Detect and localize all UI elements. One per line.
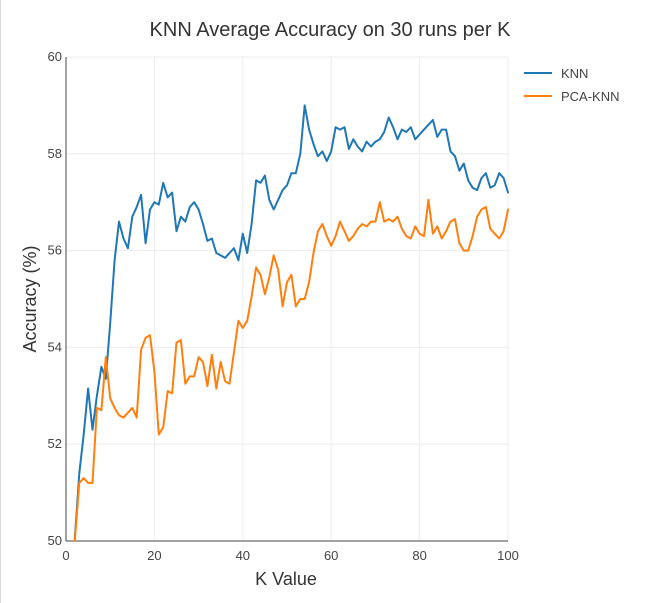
x-tick-label: 100 — [497, 548, 519, 563]
legend-label-knn[interactable]: KNN — [561, 66, 588, 81]
series-line-knn — [73, 104, 509, 540]
y-tick-label: 50 — [48, 533, 62, 548]
y-axis-label: Accuracy (%) — [20, 245, 40, 352]
series-lines — [73, 104, 509, 542]
x-tick-label: 20 — [147, 548, 161, 563]
x-tick-label: 80 — [412, 548, 426, 563]
y-tick-label: 58 — [48, 146, 62, 161]
x-axis-label: K Value — [255, 569, 317, 589]
x-tick-label: 40 — [236, 548, 250, 563]
axes — [65, 57, 508, 542]
grid — [66, 56, 509, 541]
y-tick-label: 54 — [48, 339, 62, 354]
y-tick-label: 60 — [48, 49, 62, 64]
frame-left-edge — [0, 0, 1, 603]
series-line-pca-knn — [73, 198, 509, 542]
x-tick-label: 60 — [324, 548, 338, 563]
tick-labels: 0 20 40 60 80 100 50 52 54 56 58 60 — [48, 49, 519, 563]
y-tick-label: 52 — [48, 436, 62, 451]
legend-label-pca-knn[interactable]: PCA-KNN — [561, 89, 620, 104]
y-tick-label: 56 — [48, 243, 62, 258]
legend[interactable]: KNN PCA-KNN — [524, 66, 620, 104]
chart-title: KNN Average Accuracy on 30 runs per K — [150, 19, 512, 41]
x-tick-label: 0 — [62, 548, 69, 563]
